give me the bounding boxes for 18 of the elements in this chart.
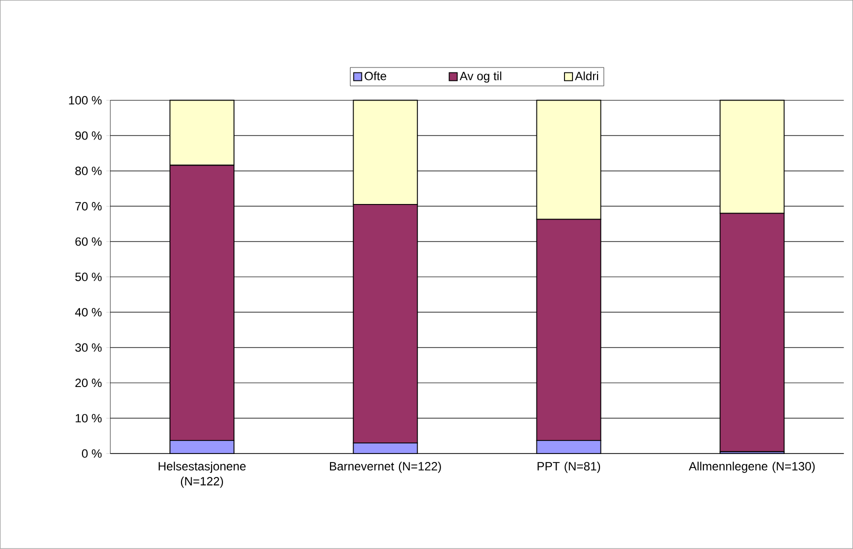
y-tick-label: 90 % [75,131,102,140]
legend-label: Aldri [574,72,598,80]
y-tick-label: 40 % [75,308,102,317]
x-tick-label: Helsestasjonene (N=122) [158,462,246,488]
y-tick-label: 100 % [69,96,102,105]
y-tick-label: 60 % [75,237,102,246]
y-tick-label: 10 % [76,414,102,423]
x-tick-label: Barnevernet (N=122) [330,462,441,473]
y-tick-label: 50 % [75,272,102,282]
legend-label: Av og til [460,72,502,83]
y-tick-label: 70 % [75,202,102,211]
y-tick-label: 80 % [75,166,102,176]
y-tick-label: 20 % [75,378,102,388]
x-tick-label: PPT (N=81) [538,462,600,473]
legend-label: Ofte [364,72,386,80]
x-tick-label: Allmennlegene (N=130) [688,462,815,473]
y-tick-label: 30 % [75,343,102,352]
y-tick-label: 0 % [82,449,102,458]
